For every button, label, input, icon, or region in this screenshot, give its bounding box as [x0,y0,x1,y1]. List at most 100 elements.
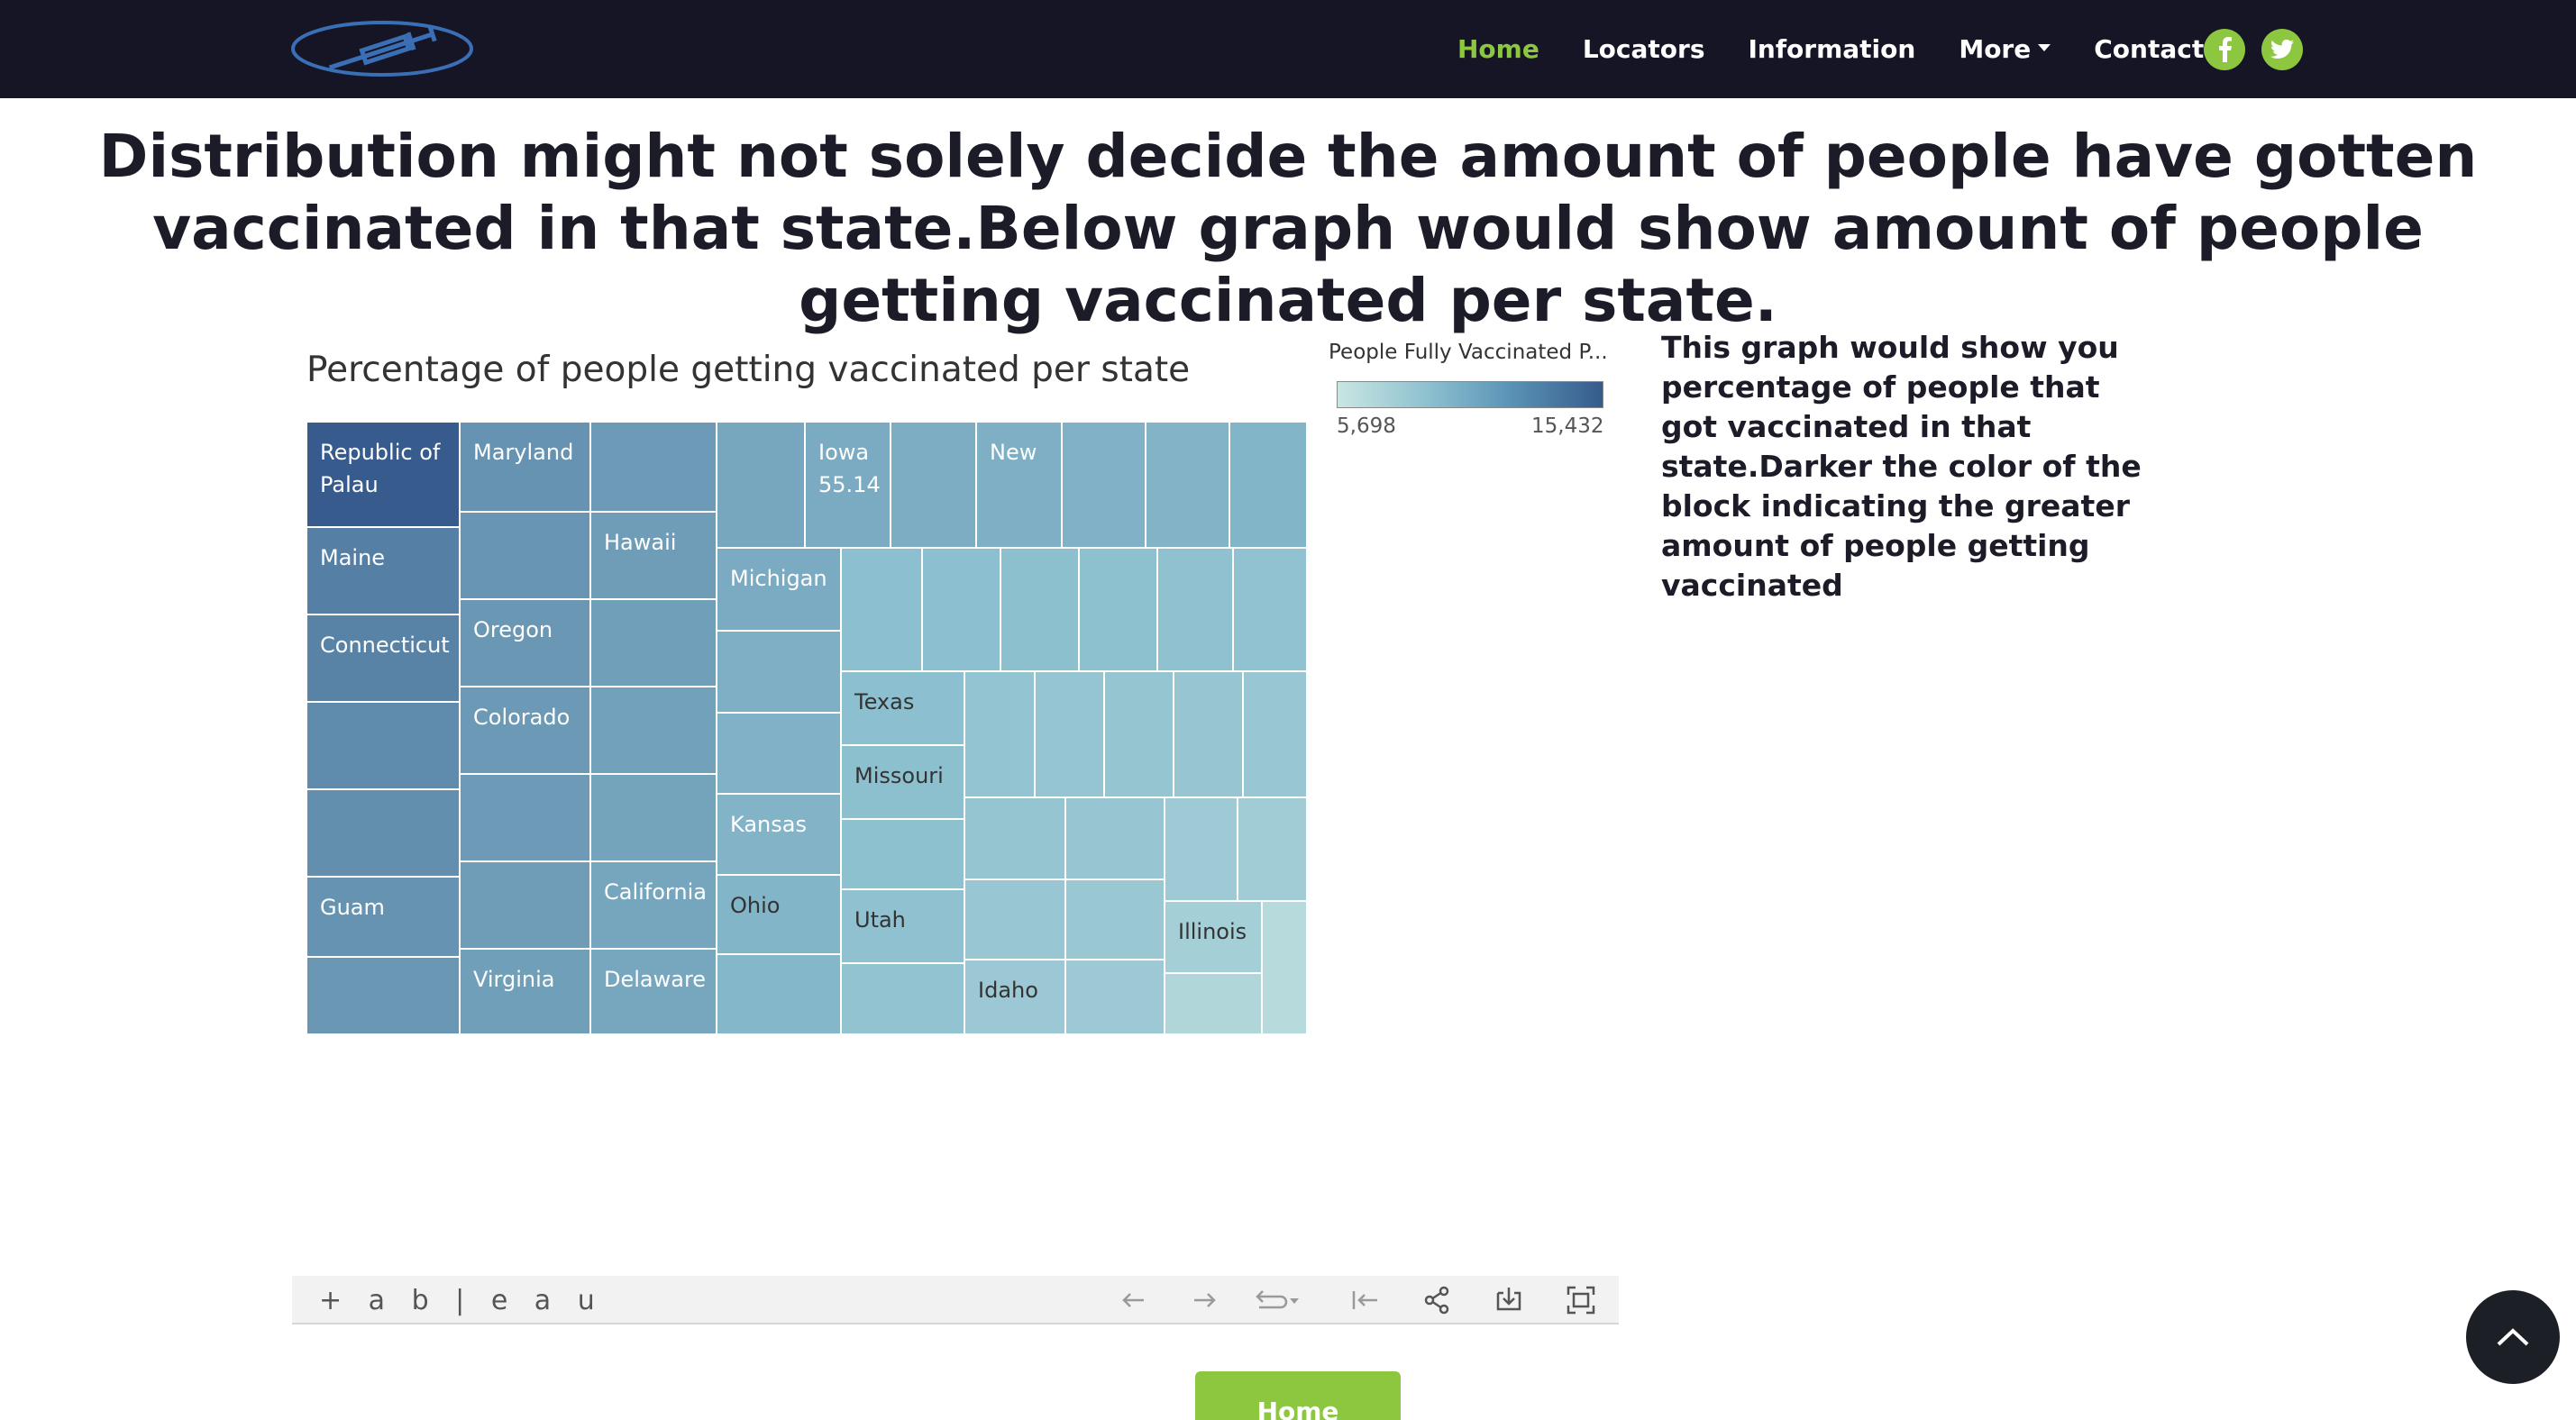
treemap-cell[interactable] [1000,547,1080,672]
treemap-cell-label: Missouri [854,763,944,788]
treemap-cell[interactable] [1242,670,1307,798]
treemap-cell[interactable] [1064,878,1165,960]
treemap-cell-label: Utah [854,907,906,933]
treemap-cell[interactable] [589,511,717,600]
treemap-cell-label: Iowa 55.14 [818,440,881,497]
nav-information-link[interactable]: Information [1748,34,1916,64]
treemap-cell[interactable] [1103,670,1174,798]
treemap-cell-label: Maine [320,545,385,570]
revert-icon[interactable] [1252,1284,1301,1316]
treemap-cell-label: Guam [320,895,385,920]
treemap-cell[interactable] [840,818,965,890]
treemap-chart[interactable]: Republic of Palau Maine Connecticut Guam Mary… [306,422,1307,1034]
twitter-icon[interactable] [2261,29,2303,70]
treemap-cell[interactable] [890,422,977,549]
treemap-cell[interactable] [1164,796,1238,902]
fullscreen-icon[interactable] [1565,1284,1597,1316]
treemap-cell[interactable] [306,956,461,1034]
treemap-cell[interactable] [964,796,1066,880]
syringe-logo-icon[interactable] [290,20,474,77]
facebook-icon[interactable] [2204,29,2245,70]
treemap-cell[interactable] [1237,796,1307,902]
treemap-cell[interactable] [306,788,461,878]
treemap-cell[interactable] [1078,547,1158,672]
treemap-cell[interactable] [964,878,1066,960]
treemap-cell[interactable] [716,547,842,632]
chevron-up-icon [2497,1328,2529,1346]
nav-contact-link[interactable]: Contact [2094,34,2205,64]
treemap-cell[interactable] [1261,900,1307,1034]
treemap-cell-label: Hawaii [604,530,676,555]
treemap-cell-label: Connecticut [320,633,450,658]
nav-locators-link[interactable]: Locators [1582,34,1705,64]
treemap-cell-label: Republic of Palau [320,440,441,497]
treemap-cell[interactable] [1145,422,1230,549]
treemap-cell[interactable] [716,953,842,1034]
twitter-glyph [2270,40,2294,59]
treemap-cell-label: Virginia [473,967,555,992]
treemap-cell[interactable] [459,773,591,862]
treemap-cell[interactable] [589,422,717,513]
tableau-toolbar: + a b | e a u [292,1276,1619,1324]
treemap-cell-label: Maryland [473,440,573,465]
treemap-cell[interactable] [1164,900,1263,974]
treemap-cell[interactable] [1229,422,1307,549]
treemap-cell[interactable] [589,773,717,862]
treemap-cell[interactable] [1164,972,1263,1034]
treemap-cell-label: Ohio [730,893,780,918]
treemap-cell[interactable] [589,686,717,775]
treemap-cell-label: Colorado [473,705,570,730]
treemap-cell[interactable] [840,962,965,1034]
treemap-cell[interactable] [459,686,591,775]
treemap-cell[interactable] [1034,670,1105,798]
treemap-cell[interactable] [459,511,591,600]
treemap-cell[interactable] [716,630,842,714]
treemap-cell-label: Delaware [604,967,706,992]
home-button[interactable]: Home [1195,1371,1401,1420]
scroll-to-top-button[interactable] [2466,1290,2560,1384]
treemap-cell[interactable] [306,614,461,703]
treemap-cell[interactable] [1061,422,1146,549]
treemap-cell-label: Kansas [730,812,807,837]
treemap-cell[interactable] [589,860,717,950]
treemap-cell[interactable] [459,948,591,1034]
treemap-cell[interactable] [1156,547,1234,672]
chart-title: Percentage of people getting vaccinated … [306,350,1191,390]
treemap-cell[interactable] [306,422,461,528]
facebook-glyph [2219,37,2232,62]
treemap-cell[interactable] [840,888,965,964]
treemap-cell[interactable] [306,526,461,615]
treemap-cell-label: Michigan [730,566,827,591]
treemap-cell[interactable] [840,547,923,672]
undo-icon[interactable] [1117,1284,1149,1316]
treemap-cell[interactable] [1173,670,1244,798]
treemap-cell[interactable] [716,422,806,549]
treemap-cell-label: New [990,440,1037,465]
treemap-cell[interactable] [1064,959,1165,1034]
nav-links: Home Locators Information More Contact [1457,0,2247,98]
revert-to-start-icon[interactable] [1348,1284,1381,1316]
legend-color-scale [1337,381,1603,408]
nav-home-link[interactable]: Home [1457,34,1539,64]
treemap-cell[interactable] [716,793,842,876]
treemap-cell[interactable] [840,670,965,746]
share-icon[interactable] [1420,1284,1453,1316]
treemap-cell[interactable] [1232,547,1307,672]
redo-icon[interactable] [1189,1284,1221,1316]
treemap-cell[interactable] [1064,796,1165,880]
treemap-cell[interactable] [459,860,591,950]
treemap-cell[interactable] [306,701,461,790]
tableau-logo[interactable]: + a b | e a u [319,1285,604,1316]
legend-min-label: 5,698 [1337,414,1396,438]
nav-more-label: More [1959,34,2032,64]
nav-more-dropdown[interactable]: More [1959,34,2051,64]
treemap-cell[interactable] [716,712,842,795]
treemap-cell[interactable] [921,547,1001,672]
page-headline: Distribution might not solely decide the… [98,122,2478,335]
treemap-cell[interactable] [459,422,591,513]
download-icon[interactable] [1493,1284,1525,1316]
treemap-cell[interactable] [964,670,1036,798]
treemap-cell[interactable] [589,598,717,687]
tableau-brand-text: + a b | e a u [319,1285,604,1316]
treemap-cell[interactable] [459,598,591,687]
